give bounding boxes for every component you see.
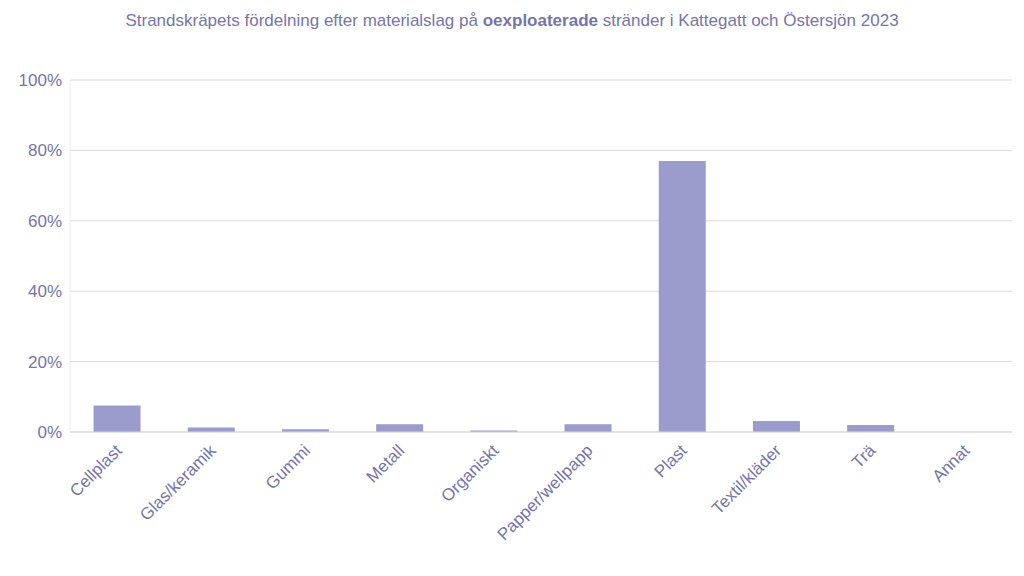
svg-text:100%: 100% <box>19 71 62 90</box>
svg-text:Metall: Metall <box>363 441 409 487</box>
svg-text:Gummi: Gummi <box>262 441 314 493</box>
svg-text:Papper/wellpapp: Papper/wellpapp <box>494 441 597 544</box>
svg-text:Plast: Plast <box>651 441 691 481</box>
svg-text:0%: 0% <box>37 423 62 442</box>
svg-text:40%: 40% <box>28 282 62 301</box>
svg-text:Glas/keramik: Glas/keramik <box>136 441 220 525</box>
svg-text:80%: 80% <box>28 141 62 160</box>
svg-text:Annat: Annat <box>929 441 974 486</box>
html-text:Strandskräpets fördelning efte: Strandskräpets fördelning efter material… <box>125 11 899 30</box>
svg-text:Trä: Trä <box>848 441 879 472</box>
svg-text:Textil/kläder: Textil/kläder <box>708 441 785 518</box>
svg-text:Cellplast: Cellplast <box>66 441 126 501</box>
svg-text:60%: 60% <box>28 212 62 231</box>
svg-text:20%: 20% <box>28 353 62 372</box>
svg-text:Organiskt: Organiskt <box>438 441 503 506</box>
